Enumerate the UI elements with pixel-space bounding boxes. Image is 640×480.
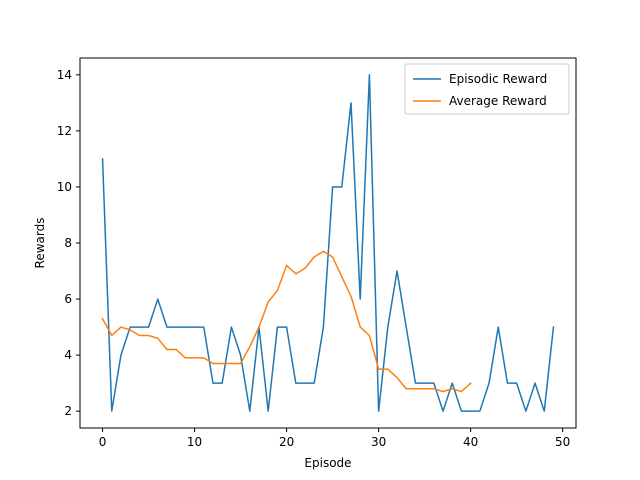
legend: Episodic Reward Average Reward [404, 63, 570, 115]
x-axis-label: Episode [304, 456, 351, 470]
legend-label: Episodic Reward [449, 72, 547, 86]
x-tick-label: 20 [279, 435, 294, 449]
x-tick-label: 40 [463, 435, 478, 449]
y-tick-label: 14 [57, 68, 72, 82]
x-tick-label: 50 [555, 435, 570, 449]
y-tick-label: 12 [57, 124, 72, 138]
y-tick-label: 4 [64, 348, 72, 362]
x-tick-label: 10 [187, 435, 202, 449]
y-tick-label: 8 [64, 236, 72, 250]
series-line-2 [101, 250, 472, 393]
x-axis-ticks: 0 10 20 30 40 50 [99, 428, 570, 449]
y-tick-label: 6 [64, 292, 72, 306]
series-line-1 [101, 74, 555, 412]
y-axis-label: Rewards [33, 218, 47, 269]
legend-box [404, 63, 570, 115]
legend-label: Average Reward [449, 94, 547, 108]
series-layer [101, 74, 555, 412]
x-tick-label: 30 [371, 435, 386, 449]
y-tick-label: 2 [64, 404, 72, 418]
plot-frame [79, 57, 577, 429]
y-tick-label: 10 [57, 180, 72, 194]
y-axis-ticks: 2 4 6 8 10 12 14 [57, 68, 80, 418]
x-tick-label: 0 [99, 435, 107, 449]
